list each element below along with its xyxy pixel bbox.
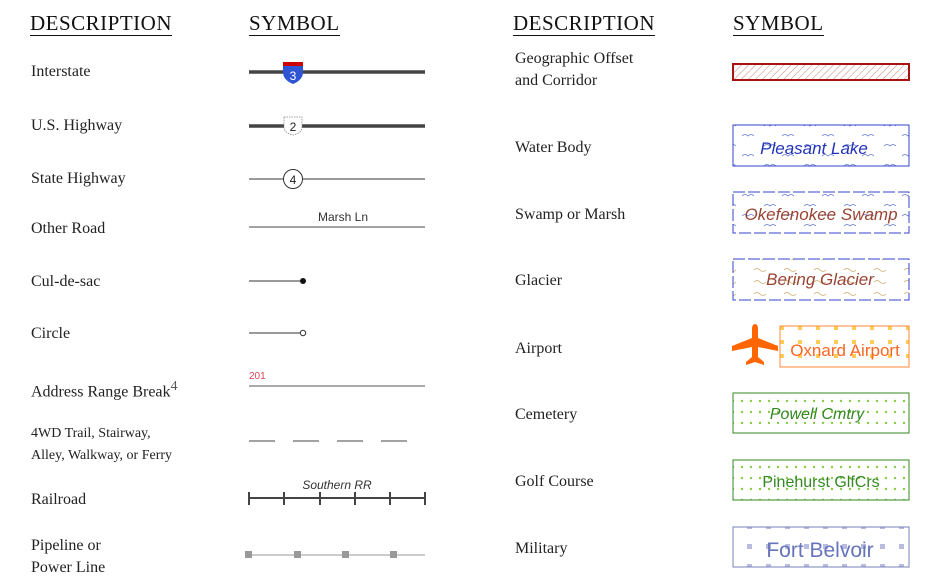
- state-shield-icon: [283, 169, 303, 189]
- desc-cul-de-sac: Cul-de-sac: [31, 273, 101, 290]
- desc-golf-course: Golf Course: [515, 473, 594, 490]
- symbol-header-right: SYMBOL: [733, 11, 824, 36]
- footnote-marker: 4: [170, 379, 178, 394]
- circle-symbol: [249, 329, 307, 337]
- desc-line1: 4WD Trail, Stairway,: [31, 426, 151, 441]
- desc-line1: Geographic Offset: [515, 50, 634, 67]
- desc-us-highway: U.S. Highway: [31, 117, 123, 134]
- address-range-label: Address Range Break: [31, 383, 171, 401]
- pipeline-symbol: [245, 551, 425, 558]
- cul-de-sac-symbol: [249, 278, 306, 284]
- glacier-name: Bering Glacier: [766, 270, 875, 289]
- desc-pipeline: Pipeline or Power Line: [31, 535, 105, 579]
- water-body-name: Pleasant Lake: [760, 139, 868, 158]
- desc-water-body: Water Body: [515, 139, 592, 156]
- desc-address-range-break: Address Range Break4: [31, 376, 178, 403]
- description-header-right: DESCRIPTION: [513, 11, 656, 36]
- desc-swamp: Swamp or Marsh: [515, 206, 626, 223]
- military-name: Fort Belvoir: [766, 539, 873, 562]
- interstate-number: 3: [290, 69, 297, 83]
- desc-glacier: Glacier: [515, 272, 563, 289]
- cemetery-name: Powell Cmtry: [770, 406, 865, 423]
- swamp-name: Okefenokee Swamp: [744, 205, 897, 224]
- us-highway-symbol: 2: [249, 116, 425, 136]
- us-shield-icon: [283, 116, 303, 136]
- symbol-header-left: SYMBOL: [249, 11, 340, 36]
- address-number: 201: [249, 371, 266, 382]
- airport-name: Oxnard Airport: [790, 341, 900, 360]
- airplane-icon: [732, 324, 778, 365]
- cemetery-symbol: Powell Cmtry: [732, 392, 910, 434]
- desc-cemetery: Cemetery: [515, 406, 578, 423]
- description-header-left: DESCRIPTION: [30, 11, 173, 36]
- railroad-symbol: Southern RR: [248, 478, 426, 505]
- address-range-symbol: 201: [249, 371, 425, 387]
- desc-interstate: Interstate: [31, 63, 91, 80]
- military-symbol: Fort Belvoir: [732, 526, 910, 568]
- golf-course-symbol: Pinehurst GlfCrs: [732, 459, 910, 501]
- desc-state-highway: State Highway: [31, 170, 126, 187]
- airport-symbol: Oxnard Airport: [732, 324, 910, 368]
- golf-course-name: Pinehurst GlfCrs: [762, 474, 879, 491]
- railroad-name: Southern RR: [302, 478, 372, 492]
- swamp-symbol: Okefenokee Swamp: [732, 191, 910, 234]
- desc-4wd-trail: 4WD Trail, Stairway, Alley, Walkway, or F…: [31, 423, 172, 467]
- glacier-symbol: Bering Glacier: [732, 258, 910, 301]
- water-body-symbol: Pleasant Lake: [732, 124, 910, 167]
- other-road-symbol: Marsh Ln: [249, 210, 425, 228]
- state-highway-number: 4: [290, 173, 297, 187]
- desc-other-road: Other Road: [31, 220, 106, 237]
- desc-line2: Alley, Walkway, or Ferry: [31, 448, 173, 463]
- desc-line2: and Corridor: [515, 72, 598, 89]
- desc-geographic-offset: Geographic Offset and Corridor: [515, 48, 633, 92]
- desc-circle: Circle: [31, 325, 71, 342]
- geographic-offset-symbol: [732, 63, 910, 81]
- desc-military: Military: [515, 540, 568, 557]
- interstate-shield-icon: [283, 64, 303, 84]
- state-highway-symbol: 4: [249, 169, 425, 189]
- desc-railroad: Railroad: [31, 491, 87, 508]
- interstate-symbol: 3: [249, 62, 425, 84]
- desc-line2: Power Line: [31, 559, 106, 576]
- desc-airport: Airport: [515, 340, 563, 357]
- us-highway-number: 2: [290, 120, 297, 134]
- road-name: Marsh Ln: [318, 210, 368, 224]
- desc-line1: Pipeline or: [31, 537, 101, 554]
